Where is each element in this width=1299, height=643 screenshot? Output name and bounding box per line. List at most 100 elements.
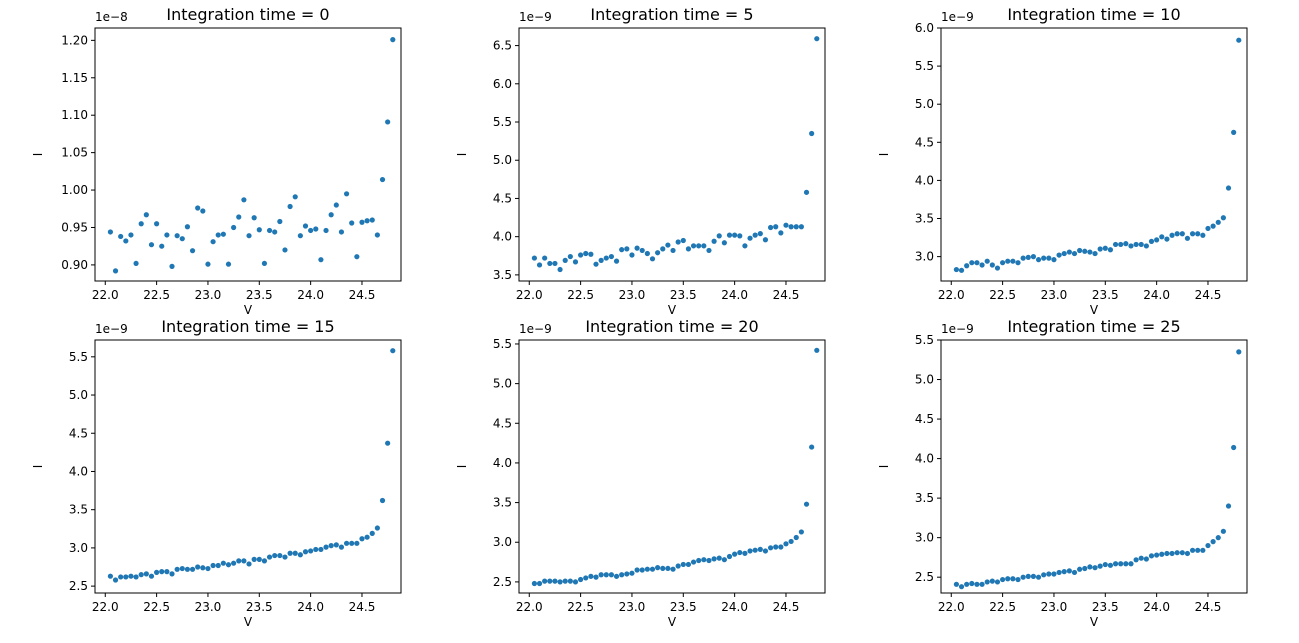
data-point [1112,241,1119,248]
data-point [354,540,360,546]
data-point [1000,260,1006,266]
data-point [536,262,543,268]
data-point [159,569,165,575]
data-point [323,227,329,234]
axes-frame [94,27,402,282]
data-point [343,540,350,546]
data-point [778,544,784,550]
y-tick-label: 4.5 [493,416,512,430]
data-point [1041,255,1047,261]
data-point [726,232,733,238]
data-point [953,266,960,273]
x-tick-label: 24.0 [721,288,748,302]
data-point [1148,238,1155,244]
data-point [390,348,396,354]
data-point [1020,255,1026,261]
data-point [798,529,804,535]
y-tick-label: 0.95 [61,220,88,234]
data-point [762,237,769,243]
x-tick-label: 22.5 [143,600,170,614]
y-tick-label: 5.5 [493,337,512,351]
y-offset-label: 1e−9 [95,322,128,336]
y-axis-label: I [877,153,891,157]
data-point [547,260,553,267]
data-point [364,218,370,224]
data-point [169,263,175,269]
data-point [246,233,252,239]
data-point [215,232,221,238]
data-point [313,546,319,553]
data-point [174,566,180,572]
data-point [138,221,144,227]
data-point [788,538,794,545]
y-axis-label: I [31,153,45,157]
data-point [989,262,995,268]
data-point [179,565,185,572]
data-point [174,233,180,239]
data-point [624,246,630,252]
data-point [385,440,391,446]
data-point [1174,550,1180,556]
data-point [778,230,784,236]
y-tick-label: 3.0 [915,531,934,545]
y-tick-label: 4.5 [915,412,934,426]
data-point [1189,231,1196,237]
data-point [783,222,789,228]
data-point [711,556,717,562]
data-point [251,556,257,562]
data-point [598,572,604,578]
data-point [1082,248,1088,254]
data-point [747,548,753,554]
y-tick-label: 3.5 [493,268,512,282]
data-point [706,557,712,564]
data-point [814,36,820,42]
x-axis-label: V [668,615,677,629]
data-point [1118,241,1124,248]
data-point [1056,252,1062,258]
data-point [323,544,329,550]
data-point [696,243,702,249]
data-point [732,551,738,557]
data-point [1231,129,1237,135]
data-point [767,224,774,231]
data-point [1107,562,1114,568]
y-tick-label: 4.5 [69,426,88,440]
data-point [1015,260,1021,266]
data-point [338,229,345,235]
data-point [608,572,615,578]
data-point [200,565,206,571]
data-point [578,576,584,583]
data-point [629,252,635,258]
x-tick-label: 22.5 [989,288,1016,302]
data-point [639,567,645,573]
y-tick-label: 1.00 [61,183,88,197]
data-point [256,556,262,562]
data-point [608,253,615,260]
data-point [1225,503,1232,509]
x-tick-label: 22.5 [567,600,594,614]
y-tick-label: 2.5 [493,575,512,589]
data-point [660,565,666,572]
data-point [583,575,589,581]
data-point [603,255,609,261]
data-point [598,257,604,263]
data-point [1077,247,1083,254]
data-point [562,257,568,263]
data-point [1035,257,1042,263]
data-point [1092,250,1098,257]
data-point [184,224,191,230]
data-point [164,569,170,575]
data-point [1056,569,1062,576]
data-point [1025,254,1031,260]
data-point [220,231,226,237]
y-tick-label: 3.5 [915,491,934,505]
data-point [364,534,370,540]
data-point [241,558,247,564]
data-point [297,552,303,558]
data-point [742,243,748,249]
data-point [1005,258,1011,264]
data-point [138,572,144,578]
data-point [1066,249,1072,255]
data-point [241,197,247,203]
axes-frame [518,27,826,282]
